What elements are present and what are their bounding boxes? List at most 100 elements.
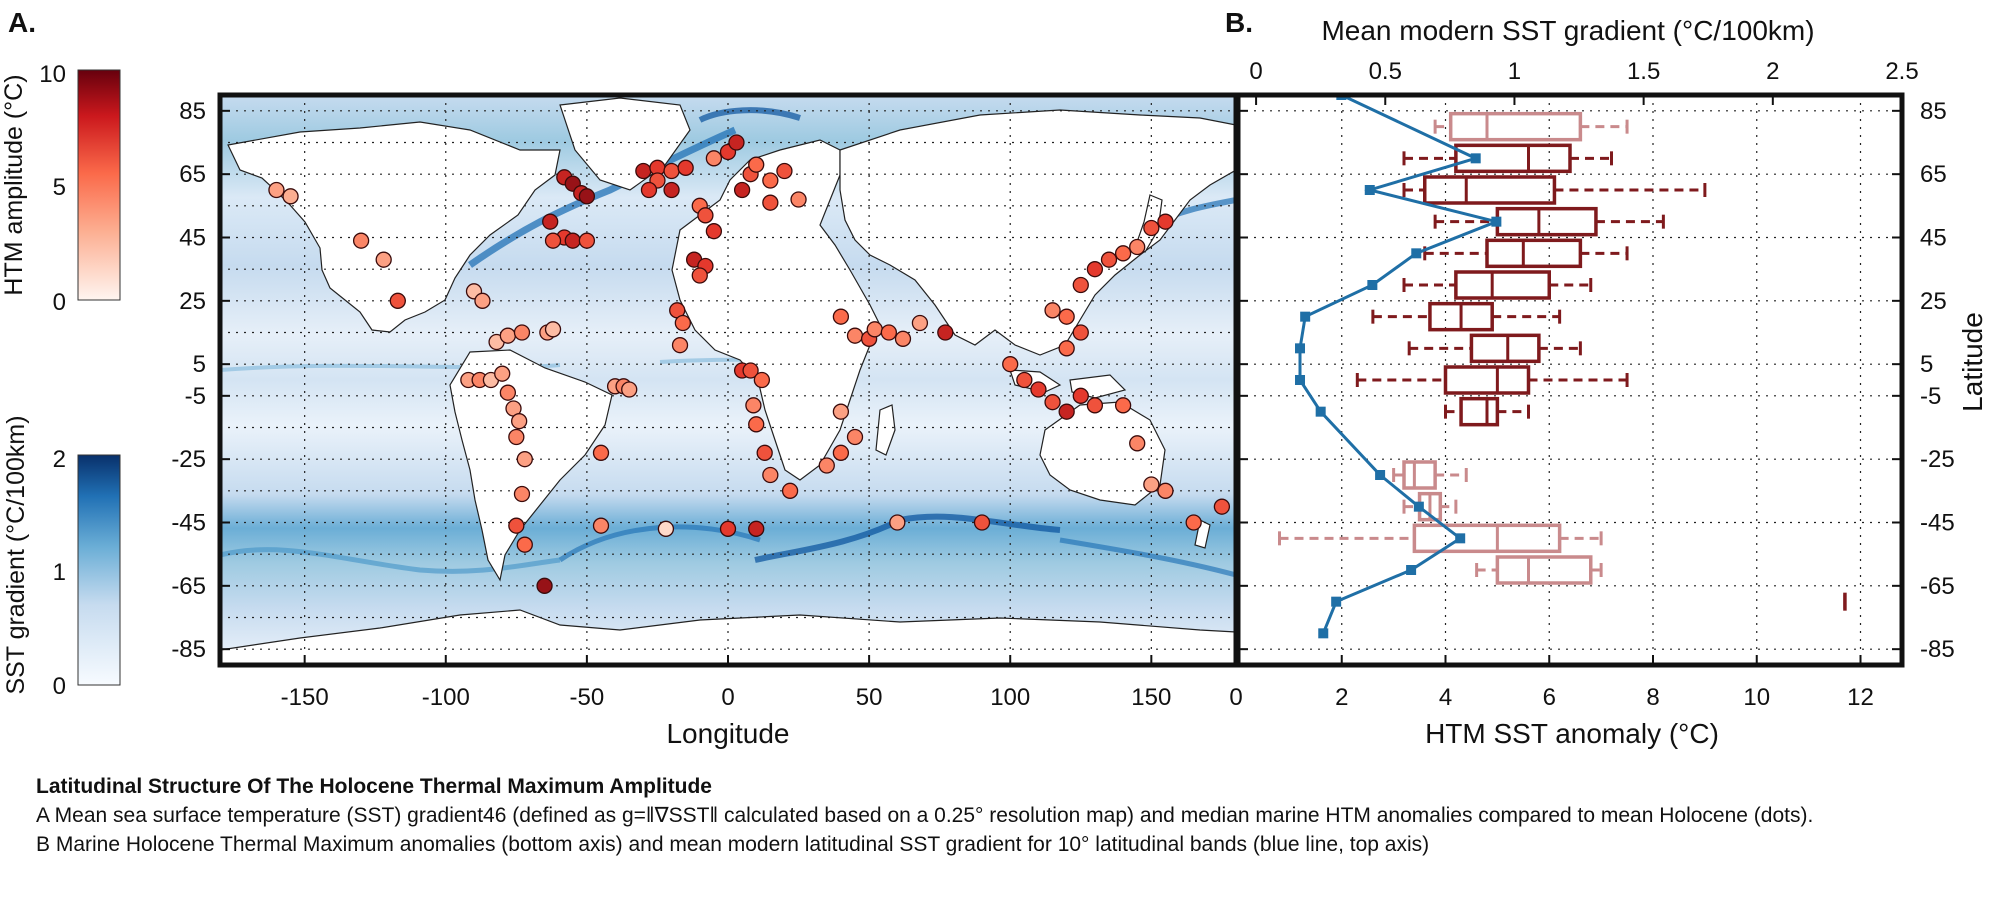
gradient-marker [1413, 501, 1424, 512]
htm-colorbar-tick-max: 10 [39, 61, 66, 88]
htm-dot [748, 416, 765, 433]
box-iqr [1459, 396, 1500, 427]
htm-dot [1044, 394, 1061, 411]
box-right-tick-label: -25 [1920, 446, 1955, 473]
sst-colorbar-label: SST gradient (°C/100km) [2, 415, 30, 694]
box-right-tick-label: 25 [1920, 288, 1947, 315]
box-plot [1402, 143, 1613, 174]
htm-dot [762, 466, 779, 484]
box-plots [1278, 111, 1847, 611]
htm-dot [508, 517, 525, 534]
htm-dot [499, 327, 517, 344]
htm-dot [1016, 371, 1033, 389]
htm-dot [516, 536, 533, 553]
box-right-tick-label: 5 [1920, 351, 1933, 378]
htm-dot [889, 514, 906, 531]
gulf-stream-streak [467, 126, 737, 268]
figure-caption: Latitudinal Structure Of The Holocene Th… [36, 772, 1966, 859]
box-iqr [1495, 555, 1593, 585]
map-y-tick-label: 5 [193, 351, 206, 378]
gradient-marker [1367, 280, 1378, 290]
box-panel: 2 4 6 8 10 12 0 0.5 1 1.5 2 2.5 85 65 45 25 5 -5 -25 -45 -… [1235, 15, 1988, 749]
box-plot [1402, 175, 1707, 205]
htm-dot [511, 413, 528, 430]
htm-dot [513, 324, 531, 341]
gradient-marker [1295, 343, 1306, 354]
htm-dot [1143, 219, 1160, 237]
htm-dot [268, 181, 285, 199]
box-iqr [1448, 111, 1583, 142]
gradient-marker [1411, 248, 1422, 259]
gradient-marker [1295, 375, 1306, 385]
htm-dot [592, 444, 610, 461]
htm-dot [674, 314, 691, 332]
htm-dot [1058, 308, 1075, 325]
htm-dot [671, 337, 689, 354]
htm-dot [1044, 302, 1061, 319]
madagascar [875, 404, 896, 456]
htm-dots [268, 134, 1231, 594]
htm-dot [1129, 435, 1146, 452]
box-bottom-tick-label: 12 [1847, 684, 1874, 711]
gradient-marker [1375, 470, 1386, 480]
htm-dot [592, 517, 610, 534]
htm-dot [1002, 356, 1019, 373]
htm-colorbar-tick-mid: 5 [53, 174, 66, 201]
htm-dot [1129, 238, 1146, 256]
box-iqr [1469, 333, 1541, 364]
gradient-marker [1491, 216, 1502, 227]
htm-dot [1114, 245, 1132, 262]
indonesia [1009, 369, 1127, 399]
htm-dot [762, 172, 779, 189]
htm-dot [691, 267, 708, 284]
htm-dot [705, 223, 723, 240]
htm-dot [911, 314, 929, 332]
box-top-tick-label: 2.5 [1885, 58, 1918, 85]
htm-dot [762, 194, 779, 211]
box-plot [1475, 555, 1603, 585]
box-top-tick-label: 0 [1249, 58, 1262, 85]
map-panel: -150 -100 -50 0 50 100 150 0 85 65 45 25 5 -5 -25 -45 -… [171, 92, 1243, 749]
htm-dot [790, 191, 807, 208]
htm-dot [846, 327, 864, 344]
htm-dot [389, 292, 406, 309]
map-y-tick-label: -65 [171, 573, 206, 600]
htm-dot [1100, 251, 1118, 268]
htm-dot [832, 403, 850, 420]
map-x-tick-label: 150 [1131, 684, 1171, 711]
gradient-marker [1470, 153, 1481, 164]
box-iqr [1443, 365, 1531, 395]
gradient-marker [1406, 565, 1417, 575]
box-top-tick-label: 1 [1508, 58, 1521, 85]
htm-dot [1213, 498, 1231, 515]
htm-colorbar-scale [77, 69, 121, 301]
box-iqr [1402, 460, 1437, 490]
box-plot [1423, 238, 1629, 269]
gradient-marker [1364, 185, 1375, 195]
htm-dot [536, 577, 553, 594]
north-atlantic-streak [698, 107, 801, 123]
htm-dot [728, 134, 745, 151]
box-plot [1444, 396, 1530, 427]
htm-dot [663, 162, 680, 180]
box-right-tick-label: -5 [1920, 383, 1941, 410]
box-iqr [1412, 523, 1562, 554]
htm-dot [542, 213, 559, 230]
map-x-tick-label: 100 [990, 684, 1030, 711]
panel-b-label: B. [1225, 7, 1253, 38]
box-iqr [1454, 270, 1551, 300]
htm-dot [578, 232, 596, 249]
sst-colorbar-scale [77, 454, 121, 686]
map-y-tick-label: 45 [179, 225, 206, 252]
box-right-tick-label: -85 [1920, 636, 1955, 663]
map-x-tick-label: 50 [856, 684, 883, 711]
htm-dot [697, 207, 714, 224]
map-x-tick-label: -50 [570, 684, 605, 711]
htm-dot [578, 188, 596, 205]
htm-dot [1086, 261, 1104, 278]
htm-colorbar-label: HTM amplitude (°C) [0, 74, 28, 295]
box-panel-bottom-ticks: 2 4 6 8 10 12 [1237, 655, 1874, 711]
map-y-tick-label: -45 [171, 510, 206, 537]
htm-dot [499, 384, 517, 401]
